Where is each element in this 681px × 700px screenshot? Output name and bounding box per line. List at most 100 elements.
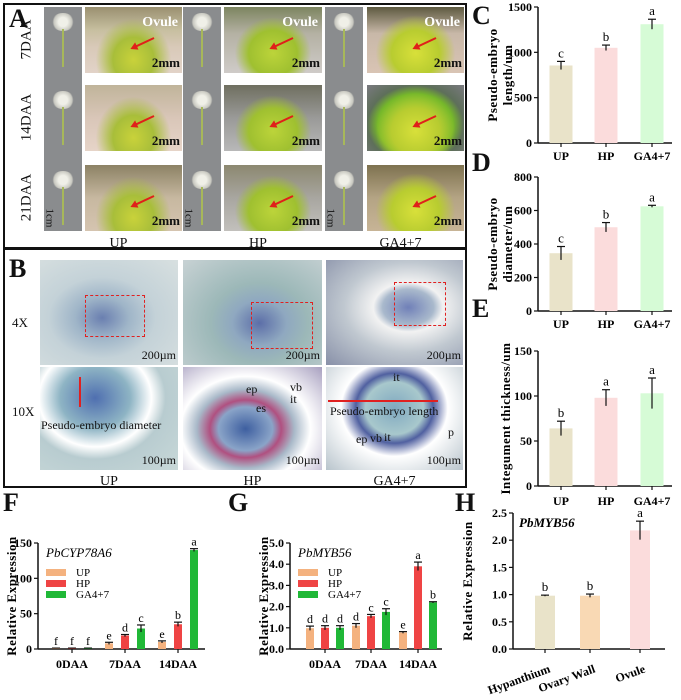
hp-it-label: it [290, 392, 297, 406]
x-tick-label: UP [553, 317, 569, 331]
ovule-label: Ovule [424, 15, 460, 30]
y-tick-label: 100 [14, 571, 32, 585]
legend-label: GA4+7 [328, 589, 362, 601]
significance-letter: c [383, 595, 388, 609]
y-tick-label: 150 [14, 536, 32, 550]
bar-HP-7DAA [121, 635, 129, 649]
y-tick-label: 3.0 [269, 578, 284, 592]
scale-bar-2mm: 2mm [433, 133, 462, 148]
bar-GA4+7-14DAA [190, 550, 198, 649]
legend-swatch-GA4+7 [298, 591, 318, 598]
section-10x-image: 100µm [326, 367, 463, 470]
scale-bar-2mm: 2mm [291, 133, 320, 148]
x-tick-label: GA4+7 [634, 494, 671, 508]
bar-Ovule [630, 530, 650, 649]
x-tick-label: HP [598, 149, 615, 163]
bar-GA4+7-0DAA [336, 627, 344, 649]
flower-stem-image [343, 187, 345, 225]
ovary-closeup-photo: 2mm Ovule [367, 7, 464, 73]
ga-ep-label: ep [356, 432, 368, 446]
hp-ep-label: ep [246, 382, 258, 396]
column-label-0: UP [109, 236, 128, 251]
magnification-10x: 10X [12, 404, 35, 419]
panel-d-letter: D [472, 148, 491, 177]
legend-swatch-HP [46, 580, 66, 587]
bar-GA4+7-7DAA [137, 628, 145, 649]
x-tick-label: 14DAA [399, 657, 437, 671]
significance-letter: b [558, 405, 565, 420]
significance-letter: b [603, 207, 610, 222]
panel-f-letter: F [3, 488, 19, 517]
significance-letter: d [307, 612, 313, 626]
y-axis-title: Relative Expression [256, 536, 271, 656]
significance-letter: e [400, 618, 405, 632]
length-marker [328, 400, 438, 402]
column-label-1: HP [243, 474, 262, 489]
x-tick-label: Ovule [613, 661, 647, 685]
x-tick-label: UP [553, 494, 569, 508]
flower-head-image [190, 13, 214, 31]
bar-UP-0DAA [306, 628, 314, 649]
ga-it-top-label: it [393, 370, 400, 384]
y-tick-label: 4.0 [269, 557, 284, 571]
ga-it-label: it [384, 430, 391, 444]
bar-HP-14DAA [414, 566, 422, 649]
gene-name-label: PbCYP78A6 [45, 545, 112, 560]
x-tick-label: 7DAA [109, 657, 141, 671]
y-axis-title: Relative Expression [4, 536, 19, 656]
scale-bar-200um: 200µm [285, 348, 320, 362]
significance-letter: a [415, 548, 421, 562]
bar-UP-14DAA [158, 641, 166, 649]
column-label-0: UP [100, 474, 118, 489]
significance-letter: d [322, 612, 328, 626]
gene-name-label: PbMYB56 [519, 515, 575, 530]
y-tick-label: 1500 [508, 0, 532, 14]
ovary-closeup-photo: 2mm [224, 165, 322, 231]
y-tick-label: 0 [526, 136, 532, 150]
panel-b-frame [3, 248, 467, 488]
scale-bar-2mm: 2mm [433, 55, 462, 70]
bar-UP [549, 253, 573, 311]
y-tick-label: 0.0 [492, 642, 507, 656]
diameter-marker [79, 377, 81, 407]
y-tick-label: 0 [526, 479, 532, 493]
ga-p-label: p [448, 425, 454, 439]
y-axis-title: Relative Expression [460, 521, 475, 641]
y-tick-label: 0 [526, 304, 532, 318]
ovary-closeup-photo: 2mm [367, 85, 464, 151]
x-tick-label: 0DAA [309, 657, 341, 671]
bar-UP-7DAA [352, 625, 360, 649]
y-axis-title: Pseudo-embryo [485, 197, 500, 290]
y-tick-label: 0.0 [269, 642, 284, 656]
scale-bar-2mm: 2mm [151, 133, 180, 148]
length-label: Pseudo-embryo length [330, 404, 439, 418]
significance-letter: b [175, 608, 181, 622]
significance-letter: f [70, 634, 74, 648]
flower-head-image [190, 91, 214, 109]
bar-GA4+7-7DAA [382, 611, 390, 649]
y-tick-label: 2.0 [492, 533, 507, 547]
y-tick-label: 1.5 [492, 560, 507, 574]
significance-letter: e [159, 627, 164, 641]
significance-letter: a [637, 505, 643, 520]
significance-letter: a [649, 3, 655, 18]
significance-letter: a [649, 362, 655, 377]
zoom-region-box [394, 282, 446, 326]
ovary-closeup-photo: 2mm [85, 165, 182, 231]
flower-stem-image [343, 107, 345, 145]
x-tick-label: GA4+7 [634, 317, 671, 331]
flower-stem-image [201, 29, 203, 67]
flower-stem-image [62, 187, 64, 225]
y-axis-title: Pseudo-embryo [485, 28, 500, 121]
bar-HP [594, 397, 618, 486]
y-tick-label: 400 [514, 237, 532, 251]
ovary-closeup-photo: 2mm [367, 165, 464, 231]
y-axis-title: length/um [500, 45, 515, 106]
bar-UP [549, 65, 573, 143]
y-tick-label: 1.0 [492, 588, 507, 602]
significance-letter: b [542, 579, 549, 594]
diameter-label: Pseudo-embryo diameter [41, 418, 162, 432]
x-tick-label: 0DAA [56, 657, 88, 671]
significance-letter: d [122, 621, 128, 635]
scale-bar-2mm: 2mm [433, 213, 462, 228]
